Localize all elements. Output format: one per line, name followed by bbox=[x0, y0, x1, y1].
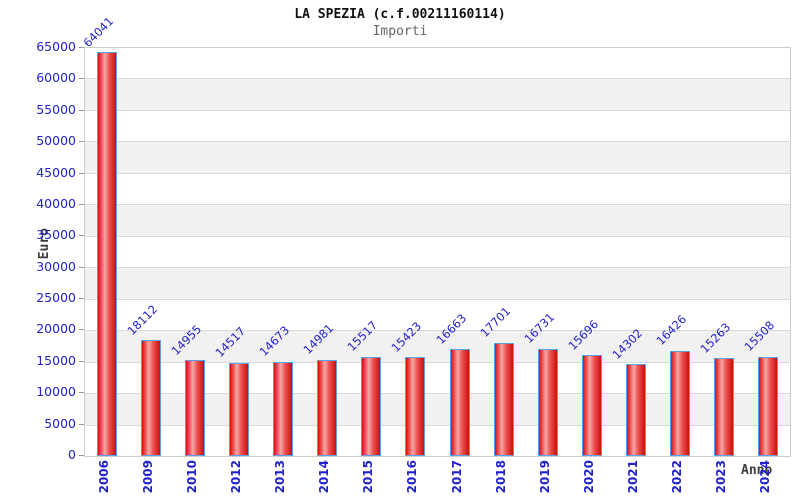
y-tick-label: 40000 bbox=[36, 195, 76, 211]
x-tick-label: 2023 bbox=[713, 460, 728, 494]
y-tick-label: 0 bbox=[68, 447, 76, 462]
bar bbox=[361, 356, 382, 456]
x-tick-label: 2010 bbox=[185, 460, 200, 494]
y-tick-mark bbox=[79, 329, 84, 331]
plot-area: 64041 18112 14955 14517 14673 14981 15517 15423… bbox=[80, 14, 791, 457]
x-tick-label: 2020 bbox=[581, 460, 596, 494]
bar bbox=[581, 355, 602, 456]
bar bbox=[185, 360, 206, 456]
bar bbox=[449, 349, 470, 456]
y-tick-mark bbox=[79, 141, 84, 143]
bar bbox=[273, 361, 294, 456]
grid-band bbox=[85, 141, 790, 173]
bar bbox=[493, 342, 514, 456]
grid-band bbox=[85, 204, 790, 236]
x-tick-label: 2006 bbox=[97, 460, 112, 494]
grid-band bbox=[85, 267, 790, 299]
y-tick-mark bbox=[79, 360, 84, 362]
grid-band bbox=[85, 48, 790, 79]
x-tick-label: 2019 bbox=[537, 460, 552, 494]
y-tick-mark bbox=[79, 266, 84, 268]
x-tick-label: 2012 bbox=[229, 460, 244, 494]
bar bbox=[317, 359, 338, 456]
bar bbox=[97, 52, 118, 456]
x-tick-label: 2018 bbox=[493, 460, 508, 494]
y-tick-label: 25000 bbox=[36, 290, 76, 306]
bar bbox=[141, 340, 162, 456]
chart-title: LA SPEZIA (c.f.00211160114) bbox=[294, 7, 506, 22]
y-tick-mark bbox=[79, 235, 84, 237]
x-tick-label: 2021 bbox=[625, 460, 640, 494]
x-tick-label: 2013 bbox=[273, 460, 288, 494]
grid-band bbox=[85, 78, 790, 110]
x-tick-label: 2022 bbox=[669, 460, 684, 494]
y-tick-label: 5000 bbox=[44, 415, 76, 431]
grid-band bbox=[85, 172, 790, 205]
bar bbox=[405, 357, 426, 456]
x-axis-title: Anno bbox=[741, 463, 773, 478]
x-tick-label: 2014 bbox=[317, 460, 332, 494]
y-tick-label: 10000 bbox=[36, 384, 76, 400]
bar bbox=[229, 362, 250, 456]
y-tick-mark bbox=[79, 392, 84, 394]
x-tick-label: 2015 bbox=[361, 460, 376, 494]
bar bbox=[537, 348, 558, 456]
grid-band bbox=[85, 298, 790, 331]
bar bbox=[713, 358, 734, 456]
x-tick-label: 2017 bbox=[449, 460, 464, 494]
y-tick-label: 45000 bbox=[36, 164, 76, 180]
chart-subtitle: Importi bbox=[372, 24, 428, 39]
bar bbox=[625, 364, 646, 456]
grid-band bbox=[85, 235, 790, 268]
y-tick-mark bbox=[79, 423, 84, 425]
y-tick-mark bbox=[79, 172, 84, 174]
y-tick-label: 30000 bbox=[36, 258, 76, 274]
y-tick-label: 65000 bbox=[36, 39, 76, 54]
x-tick-label: 2009 bbox=[141, 460, 156, 494]
y-tick-mark bbox=[79, 455, 84, 456]
y-tick-label: 50000 bbox=[36, 133, 76, 149]
x-tick-label: 2024 bbox=[757, 460, 772, 494]
y-tick-mark bbox=[79, 78, 84, 80]
bar bbox=[757, 356, 778, 456]
y-tick-mark bbox=[79, 203, 84, 205]
y-tick-label: 55000 bbox=[36, 101, 76, 117]
y-tick-mark bbox=[79, 47, 84, 48]
y-tick-label: 20000 bbox=[36, 321, 76, 337]
y-tick-mark bbox=[79, 109, 84, 111]
y-tick-label: 15000 bbox=[36, 352, 76, 368]
y-tick-label: 60000 bbox=[36, 70, 76, 86]
y-tick-mark bbox=[79, 298, 84, 300]
x-tick-label: 2016 bbox=[405, 460, 420, 494]
y-tick-label: 35000 bbox=[36, 227, 76, 243]
bar bbox=[669, 350, 690, 456]
grid-band bbox=[85, 109, 790, 142]
